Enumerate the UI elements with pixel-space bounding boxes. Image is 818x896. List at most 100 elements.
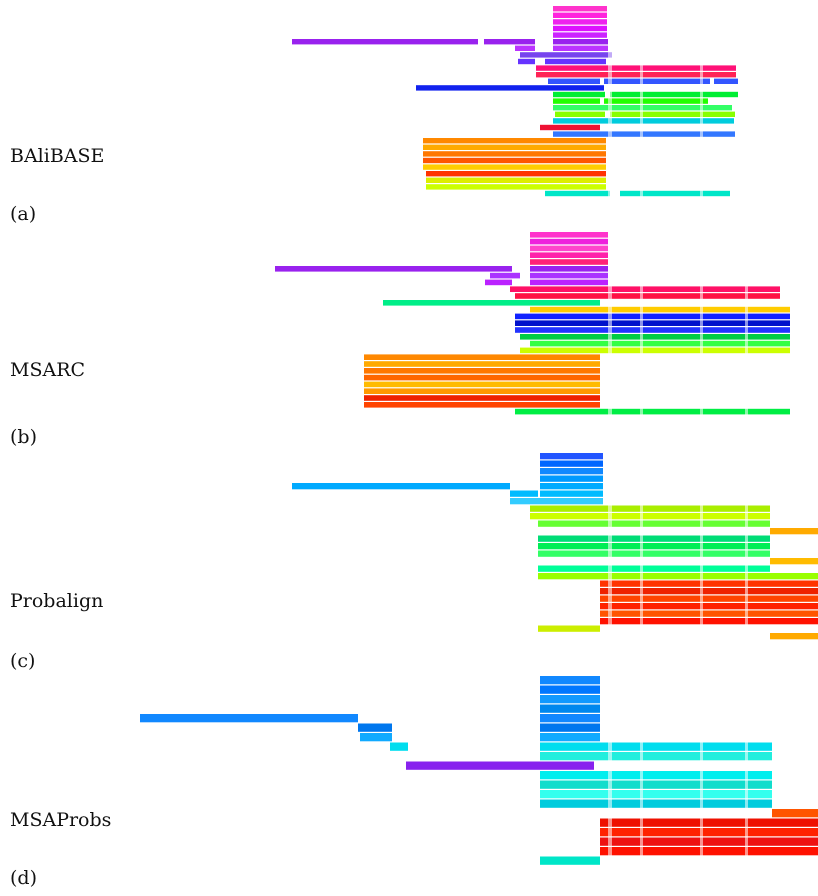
- sequence-band: [406, 761, 594, 770]
- panel-tag: (c): [10, 650, 36, 672]
- gap-column: [640, 0, 643, 200]
- sequence-band: [416, 85, 604, 91]
- sequence-band: [518, 58, 535, 65]
- alignment-plot-probalign: [292, 450, 818, 650]
- sequence-band: [530, 259, 608, 265]
- sequence-band: [530, 513, 770, 520]
- sequence-band: [553, 25, 607, 32]
- sequence-band: [600, 828, 818, 837]
- panel-tag: (b): [10, 426, 37, 448]
- alignment-plot-msarc: [275, 228, 790, 428]
- sequence-band: [484, 39, 535, 45]
- gap-column: [608, 672, 612, 872]
- sequence-band: [540, 490, 603, 497]
- sequence-band: [292, 39, 478, 45]
- sequence-band: [553, 45, 608, 51]
- sequence-band: [540, 704, 600, 713]
- sequence-band: [604, 98, 708, 104]
- sequence-band: [553, 131, 735, 137]
- sequence-band: [536, 65, 736, 71]
- sequence-band: [530, 505, 770, 512]
- panel-balibase: BAliBASE (a): [0, 0, 818, 230]
- sequence-band: [510, 498, 540, 505]
- sequence-band: [540, 742, 772, 751]
- panel-name: MSAProbs: [10, 809, 112, 831]
- sequence-band: [426, 184, 606, 190]
- sequence-band: [364, 395, 600, 401]
- sequence-band: [604, 78, 710, 84]
- sequence-band: [540, 780, 772, 789]
- sequence-band: [538, 543, 770, 550]
- sequence-band: [553, 118, 734, 124]
- sequence-band: [510, 286, 780, 292]
- panel-msarc: MSARC (b): [0, 228, 818, 458]
- sequence-band: [600, 818, 818, 827]
- sequence-band: [548, 78, 600, 84]
- gap-column: [700, 450, 703, 650]
- sequence-band: [540, 453, 603, 460]
- alignment-plot-msaprobs: [140, 672, 818, 872]
- sequence-band: [540, 790, 772, 799]
- sequence-band: [600, 603, 818, 610]
- sequence-band: [530, 252, 608, 258]
- sequence-band: [540, 771, 772, 780]
- sequence-band: [540, 468, 603, 475]
- sequence-band: [530, 266, 608, 272]
- sequence-band: [545, 58, 606, 65]
- panel-name: MSARC: [10, 359, 86, 381]
- gap-column: [608, 0, 612, 200]
- sequence-band: [770, 528, 818, 535]
- sequence-band: [360, 733, 392, 742]
- sequence-band: [423, 138, 606, 144]
- sequence-band: [530, 340, 790, 347]
- gap-column: [640, 450, 643, 650]
- sequence-band: [600, 847, 818, 856]
- sequence-band: [510, 490, 538, 497]
- sequence-band: [555, 111, 605, 117]
- sequence-band: [423, 164, 606, 170]
- sequence-band: [515, 313, 790, 320]
- gap-column: [608, 450, 612, 650]
- sequence-band: [538, 520, 770, 527]
- gap-column: [745, 672, 748, 872]
- sequence-band: [530, 306, 790, 313]
- sequence-band: [770, 558, 818, 565]
- sequence-band: [540, 752, 772, 761]
- sequence-band: [540, 124, 600, 131]
- gap-column: [700, 228, 703, 428]
- sequence-band: [540, 685, 600, 694]
- sequence-band: [540, 695, 600, 704]
- sequence-band: [364, 374, 600, 381]
- panel-tag: (d): [10, 867, 37, 889]
- sequence-band: [364, 402, 600, 408]
- panel-tag: (a): [10, 203, 37, 225]
- sequence-band: [770, 633, 818, 640]
- sequence-band: [538, 625, 600, 632]
- panel-name: Probalign: [10, 590, 104, 612]
- sequence-band: [553, 98, 600, 104]
- sequence-band: [364, 381, 600, 388]
- sequence-band: [714, 78, 738, 84]
- sequence-band: [540, 723, 600, 732]
- gap-column: [640, 672, 643, 872]
- sequence-band: [140, 714, 358, 723]
- sequence-band: [540, 483, 603, 490]
- sequence-band: [538, 565, 770, 572]
- panel-msaprobs: MSAProbs (d): [0, 672, 818, 896]
- sequence-band: [364, 368, 600, 374]
- sequence-band: [540, 475, 603, 482]
- sequence-band: [536, 72, 736, 78]
- sequence-band: [423, 157, 606, 164]
- panel-probalign: Probalign (c): [0, 450, 818, 680]
- sequence-band: [600, 588, 818, 595]
- gap-column: [700, 0, 703, 200]
- panel-name: BAliBASE: [10, 145, 105, 167]
- sequence-band: [553, 39, 608, 45]
- sequence-band: [364, 361, 600, 367]
- sequence-band: [530, 245, 608, 252]
- gap-column: [700, 672, 703, 872]
- sequence-band: [520, 347, 790, 354]
- sequence-band: [515, 320, 790, 326]
- sequence-band: [426, 177, 606, 183]
